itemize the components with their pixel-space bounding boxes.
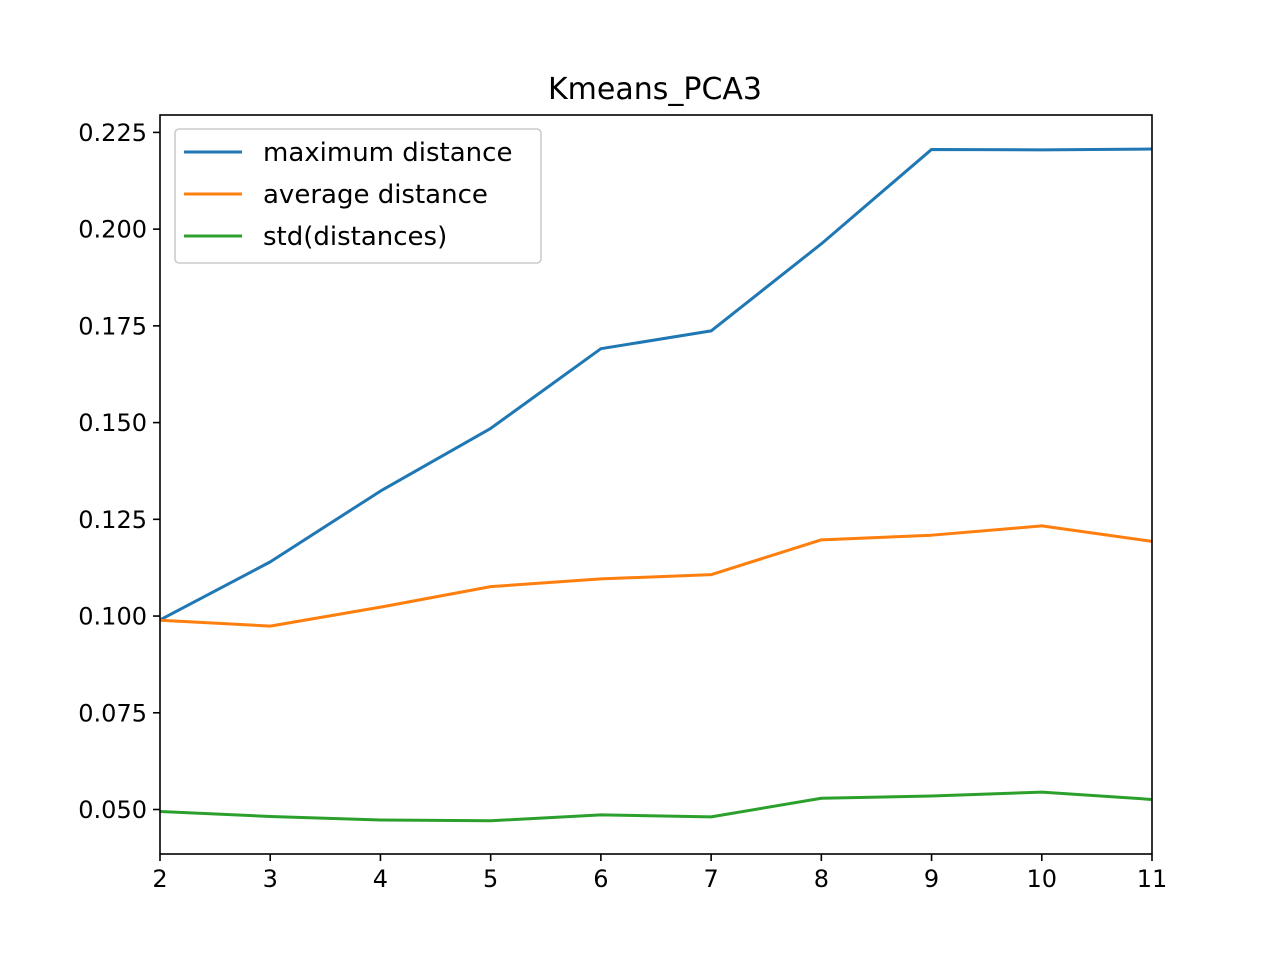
x-tick-label: 8 xyxy=(814,865,829,893)
legend-label-2: average distance xyxy=(263,180,488,210)
y-tick-label: 0.100 xyxy=(78,603,147,631)
y-tick-label: 0.075 xyxy=(78,699,147,727)
plot-frame xyxy=(159,114,1153,855)
legend-label-3: std(distances) xyxy=(263,222,447,252)
y-tick-label: 0.125 xyxy=(78,506,147,534)
legend-label-1: maximum distance xyxy=(263,138,512,168)
series-line-3 xyxy=(159,790,1153,823)
y-axis: 0.050 0.075 0.100 0.125 0.150 0.175 0.200 0.225 xyxy=(78,119,160,824)
x-axis: 2 3 4 5 6 7 8 9 10 11 xyxy=(152,854,1167,893)
x-tick-label: 5 xyxy=(483,865,498,893)
y-tick-label: 0.175 xyxy=(78,312,147,340)
legend-box xyxy=(174,128,542,264)
series-line-1 xyxy=(159,147,1153,622)
x-tick-label: 11 xyxy=(1137,865,1168,893)
x-tick-label: 2 xyxy=(152,865,167,893)
x-tick-label: 6 xyxy=(593,865,608,893)
x-tick-label: 7 xyxy=(703,865,718,893)
x-tick-label: 4 xyxy=(373,865,388,893)
y-tick-label: 0.050 xyxy=(78,796,147,824)
x-tick-label: 3 xyxy=(263,865,278,893)
y-tick-label: 0.150 xyxy=(78,409,147,437)
chart-title: Kmeans_PCA3 xyxy=(548,72,762,107)
series-line-2 xyxy=(159,524,1153,628)
legend: maximum distance average distance std(dist… xyxy=(174,128,542,264)
y-tick-label: 0.200 xyxy=(78,216,147,244)
y-tick-label: 0.225 xyxy=(78,119,147,147)
x-tick-label: 10 xyxy=(1027,865,1058,893)
x-tick-label: 9 xyxy=(924,865,939,893)
plot-series xyxy=(159,147,1153,823)
